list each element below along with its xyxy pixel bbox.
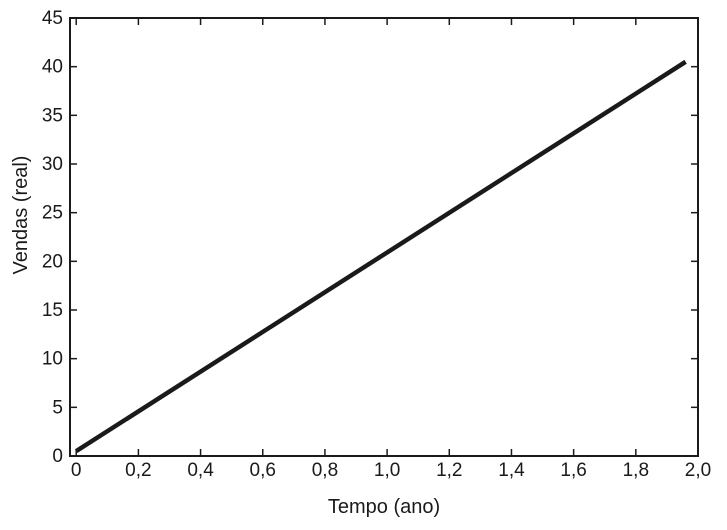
y-tick-label: 0 <box>52 446 63 467</box>
y-tick-label: 5 <box>52 397 63 418</box>
x-tick-label: 1,0 <box>374 460 400 481</box>
x-tick-label: 1,8 <box>623 460 649 481</box>
series-line <box>74 59 687 453</box>
series-layer <box>74 59 687 453</box>
y-tick-label: 30 <box>42 154 63 175</box>
y-tick-label: 25 <box>42 203 63 224</box>
y-tick-label: 20 <box>42 251 63 272</box>
x-axis-title: Tempo (ano) <box>328 496 440 518</box>
x-tick-label: 2,0 <box>685 460 711 481</box>
x-tick-label: 1,6 <box>560 460 586 481</box>
y-tick-label: 40 <box>42 57 63 78</box>
y-axis-title: Vendas (real) <box>10 156 32 275</box>
plot-frame <box>69 17 699 457</box>
y-axis: 0 5 10 15 20 25 30 35 40 45 <box>42 8 698 467</box>
x-tick-label: 1,2 <box>436 460 462 481</box>
x-tick-label: 1,4 <box>498 460 525 481</box>
x-tick-label: 0,2 <box>125 460 151 481</box>
y-tick-label: 10 <box>42 349 63 370</box>
x-axis: 0 0,2 0,4 0,6 0,8 1,0 1,2 1,4 1,6 1,8 2,0 <box>71 18 711 481</box>
x-tick-label: 0 <box>71 460 82 481</box>
x-tick-label: 0,4 <box>187 460 214 481</box>
y-tick-label: 35 <box>42 105 63 126</box>
y-tick-label: 15 <box>42 300 63 321</box>
x-tick-label: 0,6 <box>250 460 276 481</box>
y-tick-label: 45 <box>42 8 63 29</box>
x-tick-label: 0,8 <box>312 460 338 481</box>
